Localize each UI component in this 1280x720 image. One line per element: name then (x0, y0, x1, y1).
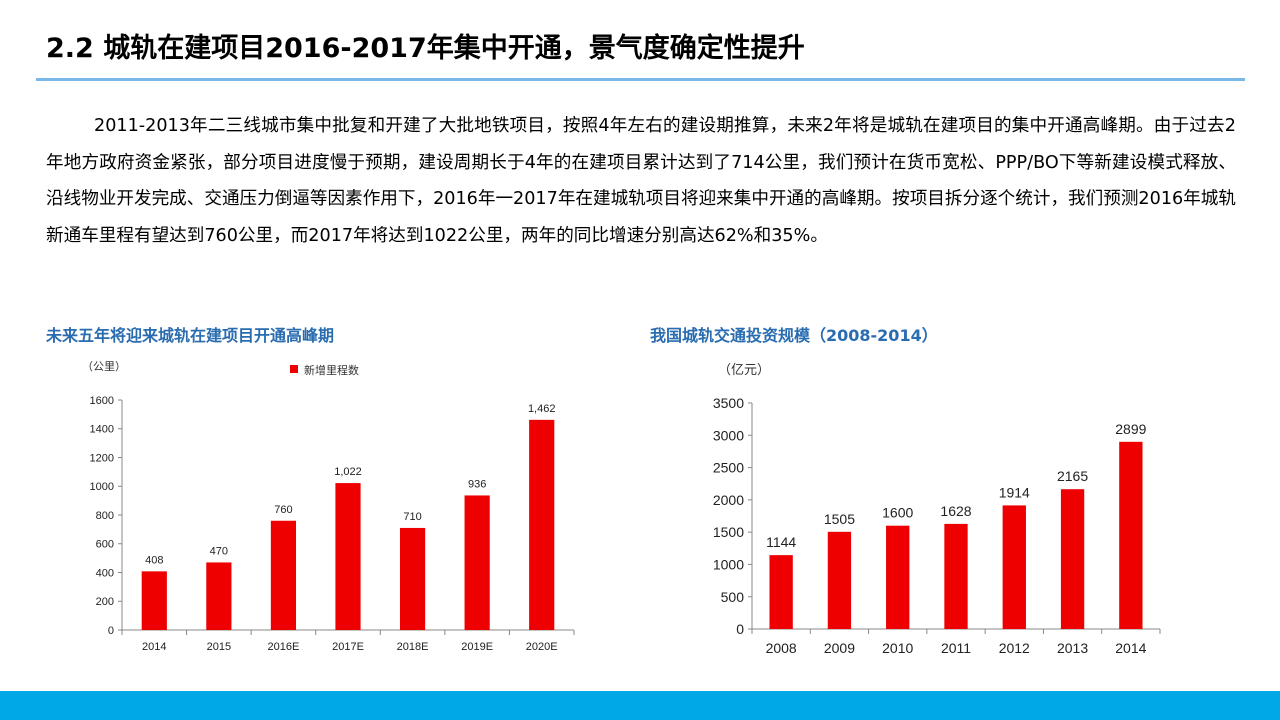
chart2-y-tick-label: 3500 (713, 395, 744, 411)
chart1-bar (270, 520, 297, 630)
chart2-bar (1060, 489, 1085, 629)
chart2-value-label: 1144 (766, 534, 796, 550)
chart2-y-tick-label: 3000 (713, 427, 744, 443)
chart1-x-tick-label: 2019E (461, 641, 493, 653)
chart1-bar (206, 562, 232, 630)
chart2-y-tick-label: 2500 (713, 460, 744, 476)
chart1-x-tick-label: 2016E (268, 641, 300, 653)
chart1-x-tick-label: 2015 (207, 641, 231, 653)
chart1-x-tick-label: 2018E (397, 641, 429, 653)
chart1-value-label: 1,022 (334, 466, 362, 478)
chart2-x-tick-label: 2008 (766, 640, 797, 656)
chart1-y-tick-label: 200 (96, 596, 114, 608)
chart2-value-label: 2165 (1057, 468, 1088, 484)
chart1-y-tick-label: 1000 (90, 481, 114, 493)
chart2-y-tick-label: 500 (721, 589, 745, 605)
chart1-bar (464, 495, 490, 630)
chart1-value-label: 760 (274, 504, 292, 516)
chart2-bar (827, 531, 852, 629)
title-divider (36, 78, 1245, 81)
chart2-value-label: 1914 (999, 484, 1030, 500)
chart1-y-tick-label: 1400 (90, 424, 114, 436)
chart1-value-label: 470 (210, 545, 228, 557)
chart2-x-tick-label: 2014 (1115, 640, 1146, 656)
chart2-bar (1002, 505, 1026, 629)
chart1-x-tick-label: 2020E (526, 641, 558, 653)
chart1-y-tick-label: 1200 (90, 452, 114, 464)
chart1-y-tick-label: 800 (96, 510, 114, 522)
chart-investment: （亿元） 0 500 1000 1500 2000 2500 3000 3500 1144 20… (713, 362, 1161, 656)
chart1-title: 未来五年将迎来城轨在建项目开通高峰期 (46, 326, 335, 345)
chart1-bar (141, 571, 167, 630)
chart2-x-tick-label: 2013 (1057, 640, 1088, 656)
chart2-value-label: 1600 (882, 505, 913, 521)
chart1-x-tick-label: 2017E (332, 641, 364, 653)
chart1-y-tick-label: 400 (96, 567, 114, 579)
chart1-value-label: 1,462 (528, 403, 556, 415)
chart2-y-tick-label: 0 (736, 621, 744, 637)
body-paragraph: 2011-2013年二三线城市集中批复和开建了大批地铁项目，按照4年左右的建设期… (46, 116, 1236, 246)
slide-title: 2.2 城轨在建项目2016-2017年集中开通，景气度确定性提升 (46, 33, 805, 64)
chart1-value-label: 710 (403, 511, 421, 523)
chart2-bar (886, 525, 910, 629)
chart2-title: 我国城轨交通投资规模（2008-2014） (650, 326, 938, 345)
chart1-unit-label: （公里） (82, 360, 126, 373)
chart1-value-label: 936 (468, 478, 486, 490)
chart-mileage: （公里） 新增里程数 0 200 400 600 800 1000 1200 1400 1600… (82, 360, 575, 653)
chart2-value-label: 1505 (824, 511, 855, 527)
chart1-bar (399, 527, 426, 630)
chart2-x-tick-label: 2010 (882, 640, 913, 656)
chart2-y-tick-label: 2000 (713, 492, 744, 508)
chart1-y-tick-label: 600 (96, 539, 114, 551)
chart2-bar (944, 523, 968, 629)
chart2-y-tick-label: 1500 (713, 524, 744, 540)
chart2-bar (769, 555, 793, 629)
chart1-legend-swatch (290, 365, 298, 373)
chart1-bar (529, 419, 555, 630)
chart1-x-tick-label: 2014 (142, 641, 166, 653)
chart2-value-label: 2899 (1115, 421, 1146, 437)
chart2-x-tick-label: 2012 (999, 640, 1030, 656)
chart1-y-tick-label: 1600 (90, 395, 114, 407)
chart1-value-label: 408 (145, 554, 163, 566)
footer-bar (0, 691, 1280, 720)
chart2-x-tick-label: 2009 (824, 640, 855, 656)
chart2-unit-label: （亿元） (718, 362, 770, 377)
chart2-value-label: 1628 (940, 503, 971, 519)
chart1-y-tick-label: 0 (108, 625, 114, 637)
chart1-legend-label: 新增里程数 (304, 363, 359, 377)
chart2-y-tick-label: 1000 (713, 556, 744, 572)
chart1-bar (335, 483, 361, 630)
chart2-bar (1119, 441, 1143, 629)
chart2-x-tick-label: 2011 (941, 640, 971, 656)
